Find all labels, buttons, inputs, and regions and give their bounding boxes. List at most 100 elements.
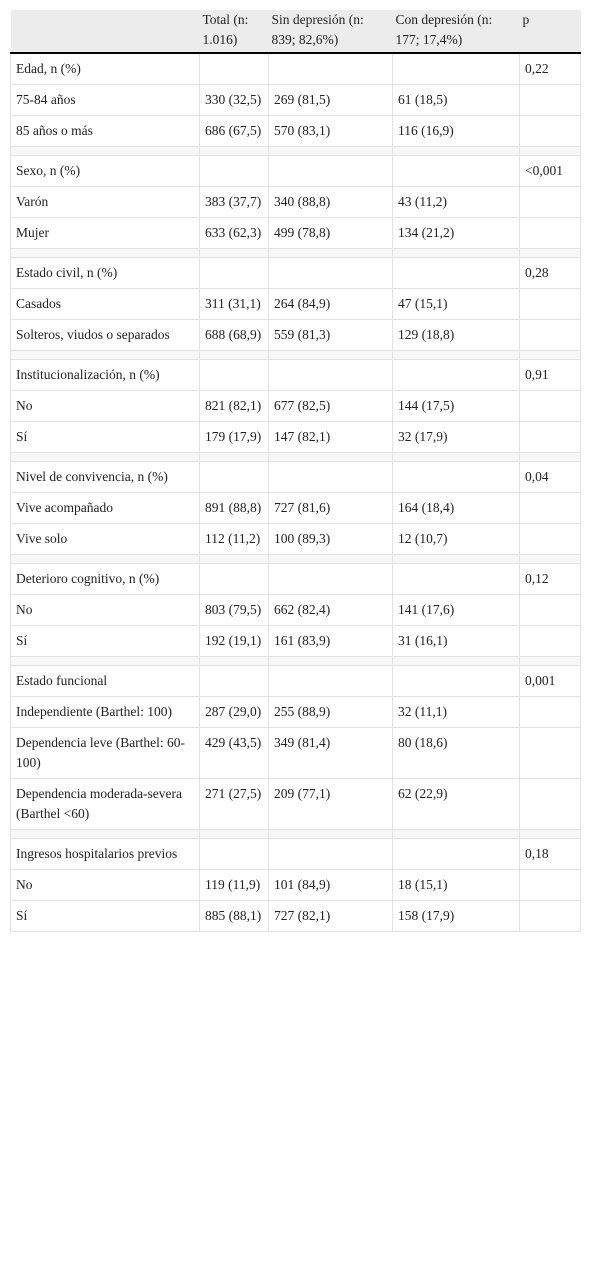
cell: 688 (68,9) (199, 319, 269, 351)
p-value: <0,001 (519, 155, 581, 187)
spacer-cell (199, 146, 269, 156)
spacer-cell (392, 350, 520, 360)
cell (392, 359, 520, 391)
spacer-cell (268, 656, 393, 666)
p-value: 0,001 (519, 665, 581, 697)
cell (392, 838, 520, 870)
spacer-cell (10, 146, 200, 156)
cell: 727 (81,6) (268, 492, 393, 524)
p-value: 0,12 (519, 563, 581, 595)
cell: 179 (17,9) (199, 421, 269, 453)
cell (519, 492, 581, 524)
row-label: Independiente (Barthel: 100) (10, 696, 200, 728)
data-row: Dependencia moderada-severa (Barthel <60… (10, 778, 581, 830)
cell (519, 421, 581, 453)
cell (519, 869, 581, 901)
data-row: Mujer 633 (62,3) 499 (78,8) 134 (21,2) (10, 217, 581, 249)
group-row: Sexo, n (%) <0,001 (10, 155, 581, 187)
cell: 61 (18,5) (392, 84, 520, 116)
row-label: Sí (10, 900, 200, 932)
spacer-cell (10, 656, 200, 666)
cell: 570 (83,1) (268, 115, 393, 147)
spacer-cell (519, 350, 581, 360)
cell: 147 (82,1) (268, 421, 393, 453)
cell: 349 (81,4) (268, 727, 393, 779)
spacer-row (10, 146, 581, 156)
row-label: Dependencia moderada-severa (Barthel <60… (10, 778, 200, 830)
cell: 112 (11,2) (199, 523, 269, 555)
cell: 633 (62,3) (199, 217, 269, 249)
group-row: Ingresos hospitalarios previos 0,18 (10, 838, 581, 870)
header-row: Total (n: 1.016) Sin depresión (n: 839; 8… (10, 10, 581, 54)
cell: 47 (15,1) (392, 288, 520, 320)
spacer-cell (268, 146, 393, 156)
row-label: Mujer (10, 217, 200, 249)
spacer-cell (10, 829, 200, 839)
cell (392, 461, 520, 493)
cell: 129 (18,8) (392, 319, 520, 351)
data-row: No 803 (79,5) 662 (82,4) 141 (17,6) (10, 594, 581, 626)
group-row: Estado funcional 0,001 (10, 665, 581, 697)
data-row: No 119 (11,9) 101 (84,9) 18 (15,1) (10, 869, 581, 901)
spacer-cell (519, 554, 581, 564)
data-row: Independiente (Barthel: 100) 287 (29,0) 25… (10, 696, 581, 728)
data-row: Vive solo 112 (11,2) 100 (89,3) 12 (10,7) (10, 523, 581, 555)
header-cell (10, 10, 200, 54)
cell: 677 (82,5) (268, 390, 393, 422)
row-label: 75-84 años (10, 84, 200, 116)
row-label: No (10, 869, 200, 901)
group-label: Institucionalización, n (%) (10, 359, 200, 391)
cell (519, 390, 581, 422)
spacer-cell (392, 248, 520, 258)
group-row: Nivel de convivencia, n (%) 0,04 (10, 461, 581, 493)
cell: 80 (18,6) (392, 727, 520, 779)
data-row: Sí 179 (17,9) 147 (82,1) 32 (17,9) (10, 421, 581, 453)
spacer-cell (199, 554, 269, 564)
spacer-cell (392, 829, 520, 839)
group-label: Sexo, n (%) (10, 155, 200, 187)
cell (519, 900, 581, 932)
cell: 62 (22,9) (392, 778, 520, 830)
cell (519, 217, 581, 249)
cell: 18 (15,1) (392, 869, 520, 901)
p-value: 0,28 (519, 257, 581, 289)
cell: 264 (84,9) (268, 288, 393, 320)
spacer-cell (392, 452, 520, 462)
cell: 330 (32,5) (199, 84, 269, 116)
cell: 429 (43,5) (199, 727, 269, 779)
row-label: Varón (10, 186, 200, 218)
table-body: Edad, n (%) 0,22 75-84 años 330 (32,5) 269 (… (10, 52, 581, 932)
cell: 164 (18,4) (392, 492, 520, 524)
cell: 287 (29,0) (199, 696, 269, 728)
cell (519, 696, 581, 728)
cell (199, 461, 269, 493)
cell: 161 (83,9) (268, 625, 393, 657)
cell (268, 257, 393, 289)
cell: 255 (88,9) (268, 696, 393, 728)
cell: 100 (89,3) (268, 523, 393, 555)
spacer-cell (392, 656, 520, 666)
group-label: Edad, n (%) (10, 52, 200, 85)
group-row: Deterioro cognitivo, n (%) 0,12 (10, 563, 581, 595)
cell (199, 665, 269, 697)
row-label: No (10, 594, 200, 626)
data-row: Solteros, viudos o separados 688 (68,9) 55… (10, 319, 581, 351)
row-label: Sí (10, 421, 200, 453)
cell: 383 (37,7) (199, 186, 269, 218)
spacer-cell (268, 452, 393, 462)
cell (519, 778, 581, 830)
row-label: Sí (10, 625, 200, 657)
data-row: 75-84 años 330 (32,5) 269 (81,5) 61 (18,5) (10, 84, 581, 116)
row-label: Vive solo (10, 523, 200, 555)
spacer-cell (199, 350, 269, 360)
cell (268, 155, 393, 187)
cell: 885 (88,1) (199, 900, 269, 932)
row-label: No (10, 390, 200, 422)
cell (519, 115, 581, 147)
cell: 32 (11,1) (392, 696, 520, 728)
row-label: Vive acompañado (10, 492, 200, 524)
cell (199, 155, 269, 187)
cell: 311 (31,1) (199, 288, 269, 320)
cell (268, 563, 393, 595)
